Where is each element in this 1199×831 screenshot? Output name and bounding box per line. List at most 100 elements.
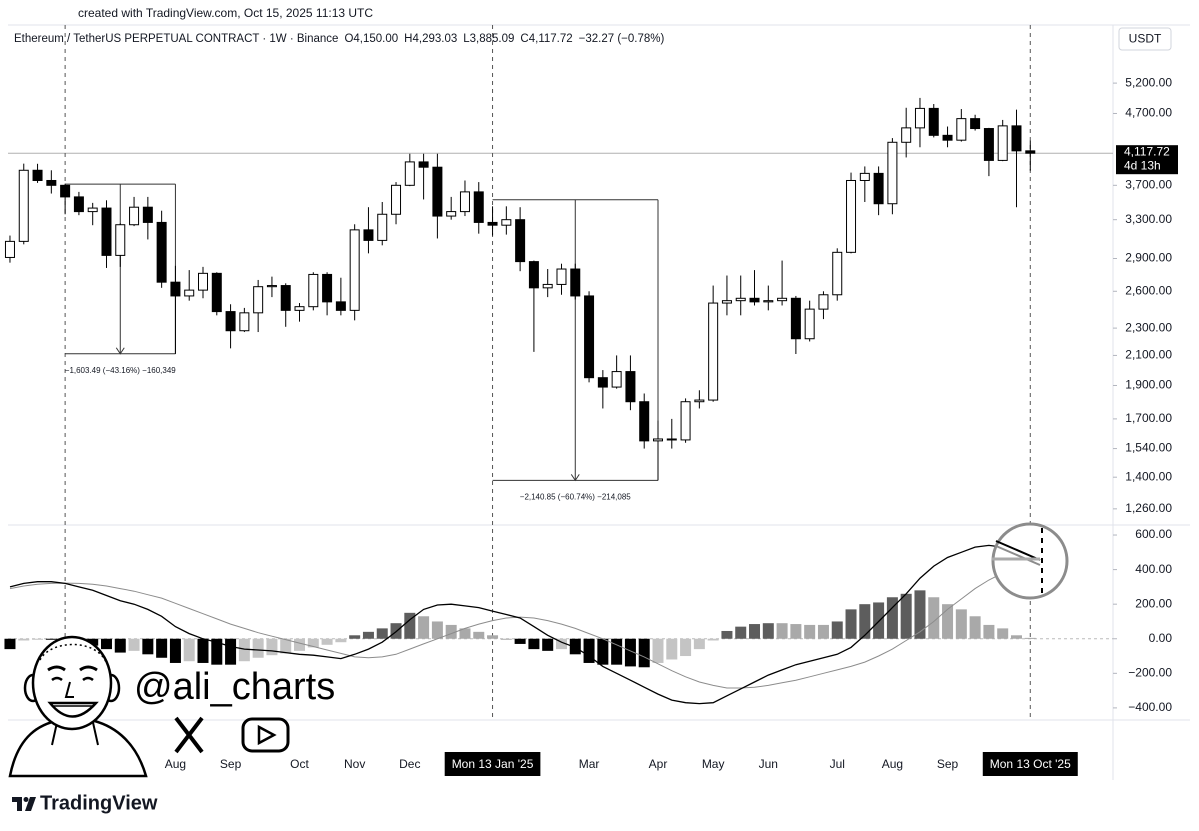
histogram-bar bbox=[500, 638, 512, 640]
candle-body bbox=[294, 306, 305, 311]
last-price-tag bbox=[1116, 145, 1178, 175]
candle-body bbox=[680, 401, 691, 441]
histogram-bar bbox=[914, 590, 926, 639]
candle-body bbox=[708, 302, 719, 401]
candle-body bbox=[129, 206, 140, 226]
y-tick-label: 1,260.00 bbox=[1125, 501, 1172, 515]
measure-arrowhead bbox=[570, 474, 580, 482]
plot: −1,603.49 (−43.16%) −160,349 −2,140.85 (−… bbox=[4, 25, 1113, 720]
candle-body bbox=[377, 213, 388, 241]
currency: USDT bbox=[1129, 32, 1162, 46]
histogram-bar bbox=[114, 638, 126, 653]
y-tick-label: −400.00 bbox=[1128, 700, 1172, 714]
candle-body bbox=[391, 184, 402, 215]
candle-body bbox=[653, 438, 663, 442]
candle-body bbox=[832, 251, 843, 296]
brand-logo bbox=[12, 797, 36, 811]
countdown-label: 4d 13h bbox=[1124, 158, 1161, 172]
candle-body bbox=[115, 224, 126, 256]
zoom-line bbox=[995, 540, 1041, 561]
histogram-bar bbox=[280, 638, 292, 654]
y-tick-label: 1,700.00 bbox=[1125, 411, 1172, 425]
candle-body bbox=[694, 399, 705, 403]
candle-body bbox=[225, 311, 236, 332]
histogram-bar bbox=[307, 638, 319, 648]
histogram-bar bbox=[362, 631, 374, 639]
histogram-bar bbox=[128, 638, 140, 651]
histogram-bar bbox=[18, 638, 30, 641]
histogram-bar bbox=[790, 624, 802, 639]
brand-mark bbox=[25, 797, 36, 811]
candle-body bbox=[570, 268, 581, 297]
x-tick-label: Mar bbox=[579, 757, 600, 771]
candle-body bbox=[322, 273, 333, 303]
candle-body bbox=[487, 221, 498, 226]
candle-body bbox=[60, 184, 71, 198]
legend-symbol: Ethereum / TetherUS PERPETUAL CONTRACT ·… bbox=[14, 33, 338, 45]
histogram-bar bbox=[1010, 635, 1022, 639]
x-tick-label: Nov bbox=[344, 757, 365, 771]
candle-body bbox=[997, 125, 1008, 161]
histogram-bar bbox=[583, 638, 595, 663]
y-tick-label: 1,900.00 bbox=[1125, 378, 1172, 392]
candle-body bbox=[18, 169, 29, 242]
candle-body bbox=[790, 297, 801, 340]
candle-body bbox=[735, 297, 746, 302]
histogram-bar bbox=[225, 638, 237, 665]
candle-body bbox=[639, 401, 650, 442]
candle-body bbox=[73, 196, 84, 213]
youtube-play bbox=[257, 724, 277, 746]
histogram-bar bbox=[969, 616, 981, 639]
candle-body bbox=[818, 294, 829, 310]
candle-body bbox=[970, 118, 981, 130]
histogram-bar bbox=[321, 638, 333, 645]
y-tick-label: 2,600.00 bbox=[1125, 283, 1172, 297]
candle-body bbox=[198, 272, 208, 291]
x-icon[interactable] bbox=[174, 716, 204, 754]
histogram-bar bbox=[831, 621, 843, 639]
measure-label: −1,603.49 (−43.16%) −160,349 bbox=[65, 366, 177, 375]
histogram-bar bbox=[169, 638, 181, 663]
candle-body bbox=[156, 221, 167, 283]
histogram-bar bbox=[707, 638, 719, 641]
x-tick-label: Jul bbox=[830, 757, 845, 771]
y-tick-label: 400.00 bbox=[1135, 562, 1172, 576]
histogram-bar bbox=[693, 638, 705, 650]
youtube-icon[interactable] bbox=[241, 717, 290, 753]
legend-close: C4,117.72 bbox=[520, 33, 572, 45]
candle-body bbox=[501, 219, 512, 226]
legend-change: −32.27 (−0.78%) bbox=[579, 33, 665, 45]
y-tick-label: 1,540.00 bbox=[1125, 441, 1172, 455]
candle-body bbox=[404, 161, 415, 186]
brand-dot bbox=[23, 797, 29, 802]
candle-body bbox=[473, 191, 484, 223]
highlight-circle bbox=[991, 522, 1069, 600]
x-tick-label: Sep bbox=[220, 757, 242, 771]
y-tick-label: 5,200.00 bbox=[1125, 75, 1172, 89]
candle-body bbox=[253, 286, 264, 314]
macd-line bbox=[9, 544, 1031, 705]
candle-body bbox=[432, 166, 443, 217]
candle-body bbox=[584, 295, 595, 379]
candle-body bbox=[887, 141, 898, 205]
histogram-bar bbox=[252, 638, 264, 658]
candle-body bbox=[763, 300, 774, 303]
histogram-bar bbox=[211, 638, 223, 665]
histogram-bar bbox=[100, 638, 112, 650]
measure-arrowhead bbox=[115, 347, 125, 355]
histogram-bar bbox=[445, 624, 457, 639]
candle-body bbox=[142, 206, 153, 223]
last-price-label: 4,117.72 bbox=[1124, 144, 1170, 158]
signal-line bbox=[9, 563, 1031, 689]
candle-body bbox=[942, 134, 953, 141]
histogram-bar bbox=[555, 638, 567, 650]
candle-body bbox=[666, 438, 677, 441]
candle-body bbox=[363, 229, 374, 241]
histogram-bar bbox=[942, 604, 954, 639]
candle-body bbox=[873, 172, 884, 205]
histogram-bar bbox=[335, 638, 347, 643]
histogram-bar bbox=[197, 638, 209, 663]
x-tick-label: Apr bbox=[649, 757, 668, 771]
histogram-bar bbox=[32, 638, 44, 640]
y-tick-label: 2,900.00 bbox=[1125, 251, 1172, 265]
